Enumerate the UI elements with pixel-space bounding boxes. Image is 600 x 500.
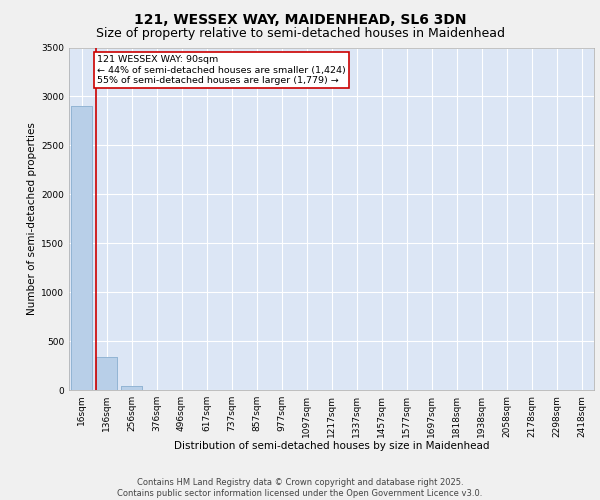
Bar — [96, 356, 117, 390]
Text: 121, WESSEX WAY, MAIDENHEAD, SL6 3DN: 121, WESSEX WAY, MAIDENHEAD, SL6 3DN — [134, 12, 466, 26]
Bar — [71, 106, 92, 390]
Text: 121 WESSEX WAY: 90sqm
← 44% of semi-detached houses are smaller (1,424)
55% of s: 121 WESSEX WAY: 90sqm ← 44% of semi-deta… — [97, 56, 346, 85]
Bar — [96, 356, 117, 390]
Bar — [121, 386, 142, 390]
Y-axis label: Number of semi-detached properties: Number of semi-detached properties — [27, 122, 37, 315]
Text: Size of property relative to semi-detached houses in Maidenhead: Size of property relative to semi-detach… — [95, 28, 505, 40]
Bar — [121, 386, 142, 390]
Text: Contains HM Land Registry data © Crown copyright and database right 2025.
Contai: Contains HM Land Registry data © Crown c… — [118, 478, 482, 498]
Bar — [71, 106, 92, 390]
X-axis label: Distribution of semi-detached houses by size in Maidenhead: Distribution of semi-detached houses by … — [174, 441, 489, 451]
